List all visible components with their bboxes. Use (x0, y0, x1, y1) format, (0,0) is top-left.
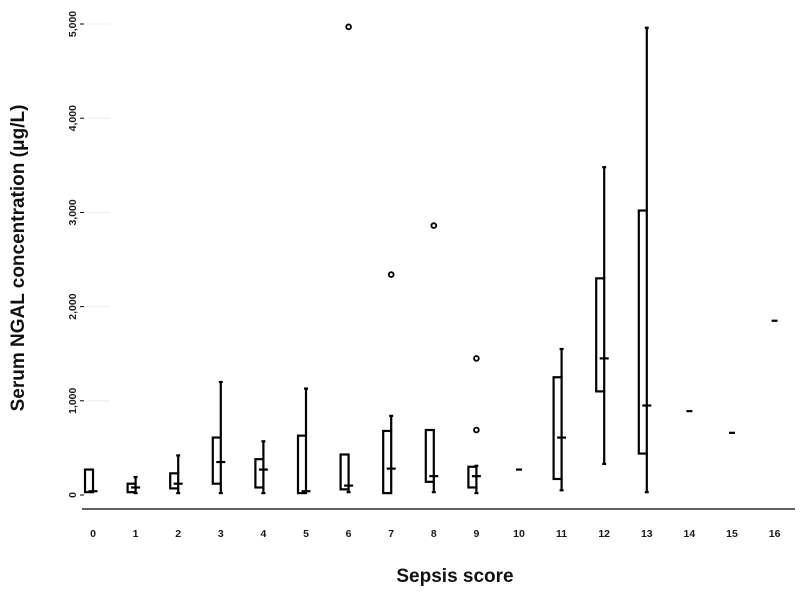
x-tick-label: 1 (133, 528, 139, 540)
x-tick-label: 3 (218, 528, 224, 540)
iqr-box (83, 468, 95, 494)
x-tick-label: 0 (90, 528, 96, 540)
iqr-box (211, 436, 222, 485)
iqr-box (382, 429, 393, 495)
y-tick-label: 3,000 (67, 199, 79, 225)
box-13 (637, 26, 652, 494)
outlier-point (387, 271, 395, 278)
box-11 (552, 347, 567, 492)
x-axis-title: Sepsis score (396, 566, 513, 587)
x-tick-label: 14 (684, 528, 696, 540)
x-tick-label: 15 (726, 528, 738, 540)
iqr-box (552, 376, 563, 481)
x-tick-label: 13 (641, 528, 653, 540)
outlier-point (430, 222, 438, 229)
x-tick-label: 16 (769, 528, 781, 540)
x-tick-label: 10 (513, 528, 525, 540)
iqr-box (296, 434, 308, 495)
gridlines (86, 23, 110, 402)
iqr-box (424, 428, 435, 483)
box-8 (424, 222, 439, 494)
box-3 (211, 380, 226, 495)
x-tick-label: 2 (175, 528, 181, 540)
iqr-box (254, 458, 265, 489)
outlier-point (473, 426, 480, 434)
outlier-point (345, 23, 352, 31)
iqr-box (339, 453, 350, 491)
x-tick-label: 4 (260, 528, 266, 540)
x-axis-ticks: 0 1 2 3 4 5 6 7 8 9 10 11 12 13 14 15 16 (90, 528, 781, 540)
outlier-point (473, 355, 480, 362)
box-9 (467, 355, 481, 495)
box-0 (83, 468, 98, 494)
y-tick-label: 4,000 (67, 105, 79, 131)
x-tick-label: 12 (598, 528, 610, 540)
box-12 (595, 166, 609, 466)
box-5 (296, 387, 311, 495)
box-7 (382, 271, 396, 495)
y-tick-label: 2,000 (67, 293, 79, 319)
box-series (83, 23, 778, 495)
x-tick-label: 6 (346, 528, 352, 540)
box-4 (254, 440, 268, 495)
x-tick-label: 8 (431, 528, 437, 540)
box-2 (169, 454, 183, 495)
y-axis-ticks: 0 1,000 2,000 3,000 4,000 5,000 (67, 11, 84, 498)
iqr-box (595, 277, 606, 393)
y-tick-label: 5,000 (67, 11, 79, 37)
x-tick-label: 9 (473, 528, 479, 540)
box-1 (126, 476, 141, 495)
y-tick-label: 1,000 (67, 388, 79, 414)
x-tick-label: 11 (556, 528, 567, 540)
x-tick-label: 5 (303, 528, 309, 540)
iqr-box (637, 209, 648, 455)
y-tick-label: 0 (67, 492, 79, 498)
box-6 (339, 23, 354, 494)
y-axis-title: Serum NGAL concentration (μg/L) (8, 105, 29, 412)
x-tick-label: 7 (388, 528, 394, 540)
iqr-box (169, 472, 180, 490)
